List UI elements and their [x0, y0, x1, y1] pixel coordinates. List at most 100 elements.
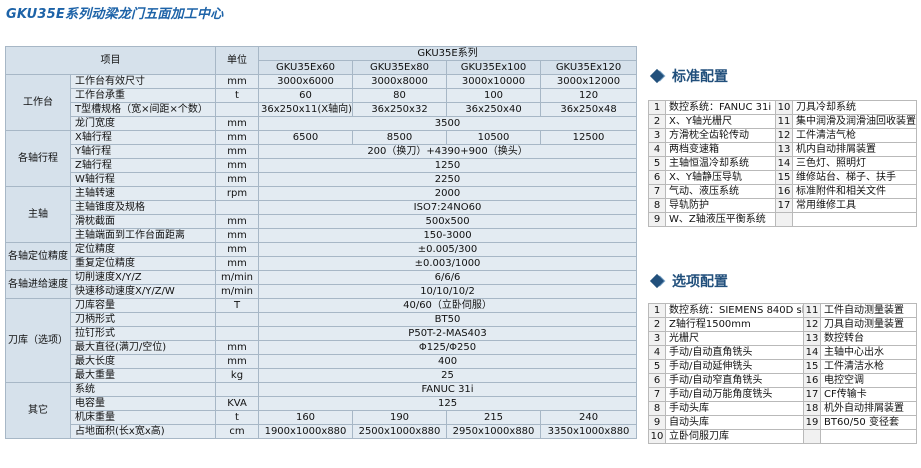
spec-row: 工作台 工作台有效尺寸 mm 3000x6000 3000x8000 3000x10000…: [5, 74, 638, 131]
list-row: 6 X、Y轴静压导轨 15 维修站台、梯子、扶手: [648, 170, 917, 185]
item-text: 机外自动排屑装置: [820, 401, 917, 416]
row-value: 500x500: [257, 214, 638, 229]
spec-row: 主轴 主轴转速 rpm 2000: [5, 186, 638, 243]
list-row: 5 主轴恒温冷却系统 14 三色灯、照明灯: [648, 156, 917, 171]
group-name: 工作台: [5, 74, 71, 131]
spec-row: 快速移动速度X/Y/Z/W m/min 10/10/10/2: [6, 284, 638, 299]
row-value: 2950x1000x880: [446, 424, 541, 439]
row-value: 60: [258, 88, 353, 103]
item-number: 2: [648, 114, 666, 129]
item-text: 电控空调: [820, 373, 917, 388]
item-number: 5: [648, 156, 666, 171]
row-label: 占地面积(长x宽x高): [70, 424, 216, 439]
row-value: 1250: [257, 158, 638, 173]
item-text: 数控系统：SIEMENS 840D sl: [665, 303, 804, 318]
row-value: 240: [539, 410, 638, 425]
header-model: GKU35Ex100: [446, 60, 541, 75]
spec-row: T型槽规格（宽×间距×个数） 36x250x11(X轴向) 36x250x32 36x…: [6, 102, 638, 117]
row-label: 龙门宽度: [70, 116, 216, 131]
row-label: Z轴行程: [70, 158, 216, 173]
item-text: X、Y轴光栅尺: [665, 114, 776, 129]
item-number: 4: [648, 345, 666, 360]
heading-text: 选项配置: [672, 274, 728, 290]
item-number: 10: [775, 100, 793, 115]
row-label: 机床重量: [70, 410, 216, 425]
list-row: 7 气动、液压系统 16 标准附件和相关文件: [648, 184, 917, 199]
item-text: 数控转台: [820, 331, 917, 346]
row-value: 3000x6000: [258, 74, 353, 89]
row-value: 6500: [258, 130, 353, 145]
row-value: 3000x8000: [352, 74, 447, 89]
row-unit: KVA: [215, 396, 259, 411]
list-row: 1 数控系统：SIEMENS 840D sl 11 工件自动测量装置: [648, 303, 917, 318]
list-row: 10 立卧伺服刀库: [648, 429, 917, 444]
row-value: 3500: [257, 116, 638, 131]
row-unit: mm: [215, 144, 259, 159]
row-label: T型槽规格（宽×间距×个数）: [70, 102, 216, 117]
group-name: 各轴定位精度: [5, 242, 71, 271]
item-number: 16: [775, 184, 793, 199]
item-number: 7: [648, 184, 666, 199]
item-text: 主轴恒温冷却系统: [665, 156, 776, 171]
row-value: 3000x12000: [539, 74, 638, 89]
row-unit: t: [215, 88, 259, 103]
empty-cell: [803, 429, 821, 444]
row-value: 40/60（立卧伺服）: [257, 298, 638, 313]
item-text: 三色灯、照明灯: [792, 156, 917, 171]
item-number: 11: [775, 114, 793, 129]
row-unit: m/min: [215, 270, 259, 285]
row-value: ±0.003/1000: [257, 256, 638, 271]
row-label: 系统: [70, 382, 216, 397]
row-unit: kg: [215, 368, 259, 383]
row-label: 最大直径(满刀/空位): [70, 340, 216, 355]
item-text: 两档变速箱: [665, 142, 776, 157]
item-number: 6: [648, 373, 666, 388]
row-label: 电容量: [70, 396, 216, 411]
row-unit: [215, 102, 259, 117]
row-label: 切削速度X/Y/Z: [70, 270, 216, 285]
item-number: 13: [775, 142, 793, 157]
spec-row: W轴行程 mm 2250: [6, 172, 638, 187]
item-text: 维修站台、梯子、扶手: [792, 170, 917, 185]
row-label: 最大重量: [70, 368, 216, 383]
row-value: P50T-2-MAS403: [257, 326, 638, 341]
group-name: 各轴行程: [5, 130, 71, 187]
row-value: 125: [257, 396, 638, 411]
row-label: 拉钉形式: [70, 326, 216, 341]
row-value: 25: [257, 368, 638, 383]
row-unit: cm: [215, 424, 259, 439]
row-label: 定位精度: [70, 242, 216, 257]
row-value: 400: [257, 354, 638, 369]
item-text: BT60/50 变径套: [820, 415, 917, 430]
row-value: BT50: [257, 312, 638, 327]
row-value: 6/6/6: [257, 270, 638, 285]
spec-row: 龙门宽度 mm 3500: [6, 116, 638, 131]
item-text: 刀具冷却系统: [792, 100, 917, 115]
item-text: 手动/自动窄直角铣头: [665, 373, 804, 388]
row-value: 215: [446, 410, 541, 425]
list-row: 2 Z轴行程1500mm 12 刀具自动测量装置: [648, 317, 917, 332]
item-text: 手动/自动直角铣头: [665, 345, 804, 360]
item-number: 14: [775, 156, 793, 171]
list-row: 7 手动/自动万能角度铣头 17 CF传输卡: [648, 387, 917, 402]
row-unit: [215, 326, 259, 341]
row-value: 3350x1000x880: [539, 424, 638, 439]
item-text: CF传输卡: [820, 387, 917, 402]
section-heading: 选项配置: [648, 271, 728, 291]
item-text: 自动头库: [665, 415, 804, 430]
row-unit: mm: [215, 354, 259, 369]
item-text: 方滑枕全齿轮传动: [665, 128, 776, 143]
row-unit: [215, 382, 259, 397]
row-value: 2250: [257, 172, 638, 187]
row-unit: mm: [215, 74, 259, 89]
list-body: 1 数控系统：FANUC 31i 10 刀具冷却系统 2 X、Y轴光栅尺 11 集中润滑及润滑…: [648, 100, 917, 227]
item-text: 集中润滑及润滑油回收装置: [792, 114, 917, 129]
spec-row: 最大直径(满刀/空位) mm Φ125/Φ250: [6, 340, 638, 355]
spec-row: 最大长度 mm 400: [6, 354, 638, 369]
row-label: X轴行程: [70, 130, 216, 145]
section-heading: 标准配置: [648, 66, 728, 86]
row-value: 120: [539, 88, 638, 103]
list-row: 4 两档变速箱 13 机内自动排屑装置: [648, 142, 917, 157]
empty-cell: [775, 212, 793, 227]
list-row: 1 数控系统：FANUC 31i 10 刀具冷却系统: [648, 100, 917, 115]
